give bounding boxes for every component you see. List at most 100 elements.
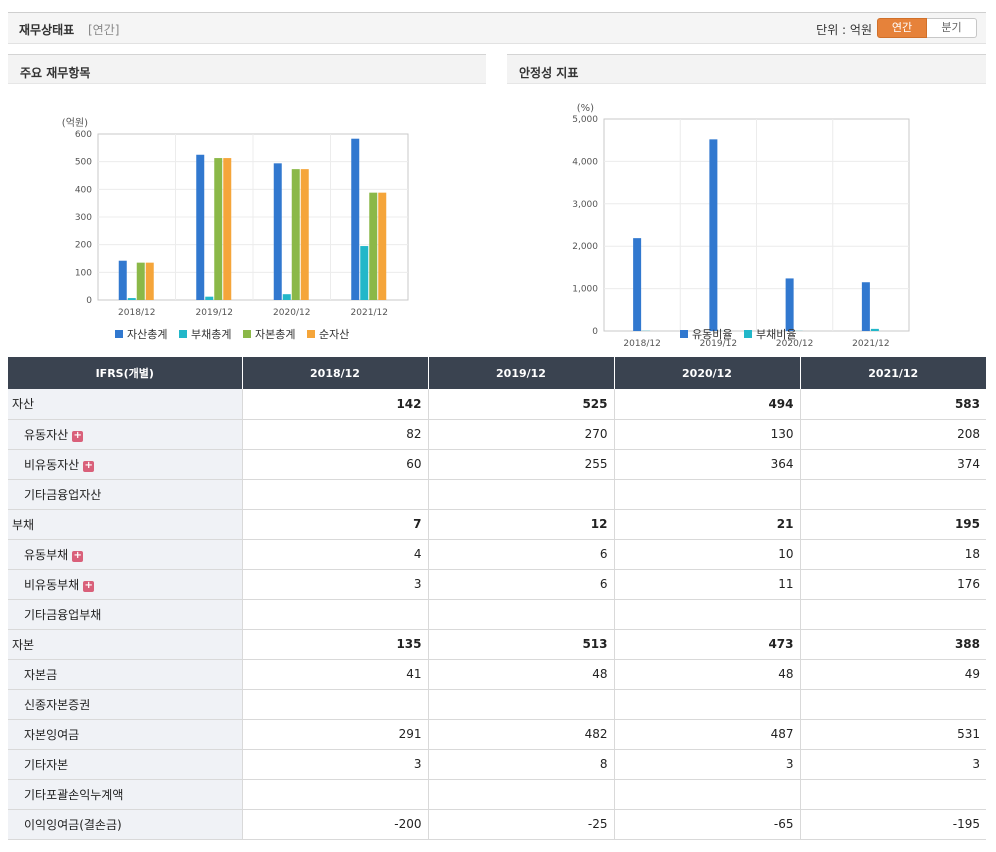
row-label-cell[interactable]: 비유동자산 +	[8, 449, 243, 480]
value-cell	[614, 479, 801, 510]
row-label-cell: 기타자본	[8, 749, 243, 780]
bar	[273, 163, 282, 300]
table-row: 부채 7 12 21 195	[8, 509, 986, 540]
x-tick-label: 2019/12	[700, 339, 737, 349]
row-label-cell[interactable]: 유동자산 +	[8, 419, 243, 450]
table-row: 자본금 41 48 48 49	[8, 659, 986, 690]
expand-plus-icon[interactable]: +	[72, 429, 84, 442]
value-cell: -65	[614, 809, 801, 840]
column-header: 2021/12	[800, 357, 986, 389]
row-label: 자산	[12, 397, 35, 412]
row-label-cell: 자산	[8, 389, 243, 420]
expand-plus-icon[interactable]: +	[83, 459, 95, 472]
bar	[282, 294, 291, 300]
value-cell: 82	[242, 419, 429, 450]
row-label-cell[interactable]: 유동부채 +	[8, 539, 243, 570]
value-cell	[614, 689, 801, 720]
value-cell: 374	[800, 449, 986, 480]
value-cell: 3	[800, 749, 986, 780]
quarter-button[interactable]: 분기	[927, 18, 977, 38]
bar	[214, 158, 223, 300]
x-tick-label: 2021/12	[351, 308, 388, 318]
row-label: 비유동부채	[24, 577, 80, 592]
table-row: 기타금융업부채	[8, 599, 986, 630]
x-tick-label: 2021/12	[852, 339, 889, 349]
section-header: 재무상태표 [연간] 단위 : 억원 연간 분기	[8, 12, 986, 44]
bar	[196, 154, 205, 300]
unit-label: 단위 : 억원	[816, 23, 872, 37]
row-label-cell[interactable]: 비유동부채 +	[8, 569, 243, 600]
value-cell: 11	[614, 569, 801, 600]
value-cell: 291	[242, 719, 429, 750]
row-label-cell: 기타금융업부채	[8, 599, 243, 630]
value-cell: 4	[242, 539, 429, 570]
value-cell: 7	[242, 509, 429, 540]
period-toggle: 연간 분기	[877, 18, 977, 38]
y-tick-label: 300	[75, 213, 92, 223]
main-items-chart: 0 100 200 300 400 500 600(억원) 2018/12 2019/12 202…	[62, 117, 409, 341]
legend-label: 부채비율	[756, 328, 796, 341]
column-header: 2020/12	[614, 357, 801, 389]
y-tick-label: 5,000	[572, 115, 598, 125]
bar	[369, 192, 378, 300]
value-cell: 525	[428, 389, 615, 420]
value-cell	[242, 689, 429, 720]
legend-label: 부채총계	[191, 328, 231, 341]
value-cell: 6	[428, 569, 615, 600]
value-cell: -25	[428, 809, 615, 840]
value-cell: 531	[800, 719, 986, 750]
legend-swatch	[744, 330, 752, 338]
bar	[118, 260, 127, 300]
y-tick-label: 500	[75, 158, 92, 168]
table-row: 신종자본증권	[8, 689, 986, 720]
column-header: 2019/12	[428, 357, 615, 389]
value-cell: 3	[242, 569, 429, 600]
bar	[378, 192, 387, 300]
x-tick-label: 2018/12	[623, 339, 660, 349]
table-row: 기타자본 3 8 3 3	[8, 749, 986, 780]
column-header: IFRS(개별)	[8, 357, 243, 389]
row-label: 기타금융업부채	[24, 607, 102, 622]
row-label-cell: 자본금	[8, 659, 243, 690]
value-cell: 473	[614, 629, 801, 660]
row-label: 비유동자산	[24, 457, 80, 472]
bar	[145, 262, 154, 300]
value-cell: -200	[242, 809, 429, 840]
value-cell: 3	[242, 749, 429, 780]
y-tick-label: 0	[86, 296, 92, 306]
value-cell: 48	[614, 659, 801, 690]
panel-title: 안정성 지표	[507, 54, 986, 84]
table-row: 자산 142 525 494 583	[8, 389, 986, 420]
value-cell: 494	[614, 389, 801, 420]
row-label-cell: 자본잉여금	[8, 719, 243, 750]
row-label: 기타자본	[24, 757, 69, 772]
value-cell: 135	[242, 629, 429, 660]
row-label-cell: 기타포괄손익누계액	[8, 779, 243, 810]
annual-button[interactable]: 연간	[877, 18, 927, 38]
value-cell: 513	[428, 629, 615, 660]
table-row: 유동자산 +82 270 130 208	[8, 419, 986, 450]
period-label: [연간]	[88, 23, 120, 37]
value-cell	[428, 779, 615, 810]
value-cell: 255	[428, 449, 615, 480]
value-cell: 208	[800, 419, 986, 450]
row-label: 유동자산	[24, 427, 69, 442]
bar	[360, 246, 369, 300]
value-cell	[800, 599, 986, 630]
value-cell: 176	[800, 569, 986, 600]
y-tick-label: 0	[592, 327, 598, 337]
stability-panel: 안정성 지표 0 1,000 2,000 3,000 4,000 5,000 (%) 2018…	[507, 54, 986, 354]
x-tick-label: 2018/12	[118, 308, 155, 318]
table-row: 자본 135 513 473 388	[8, 629, 986, 660]
row-label: 기타금융업자산	[24, 487, 102, 502]
bar	[785, 278, 794, 331]
expand-plus-icon[interactable]: +	[83, 579, 95, 592]
expand-plus-icon[interactable]: +	[72, 549, 84, 562]
bar	[861, 282, 870, 331]
legend-swatch	[179, 330, 187, 338]
row-label: 기타포괄손익누계액	[24, 787, 124, 802]
bar	[205, 296, 214, 300]
table-row: 기타금융업자산	[8, 479, 986, 510]
value-cell	[242, 779, 429, 810]
value-cell	[428, 479, 615, 510]
